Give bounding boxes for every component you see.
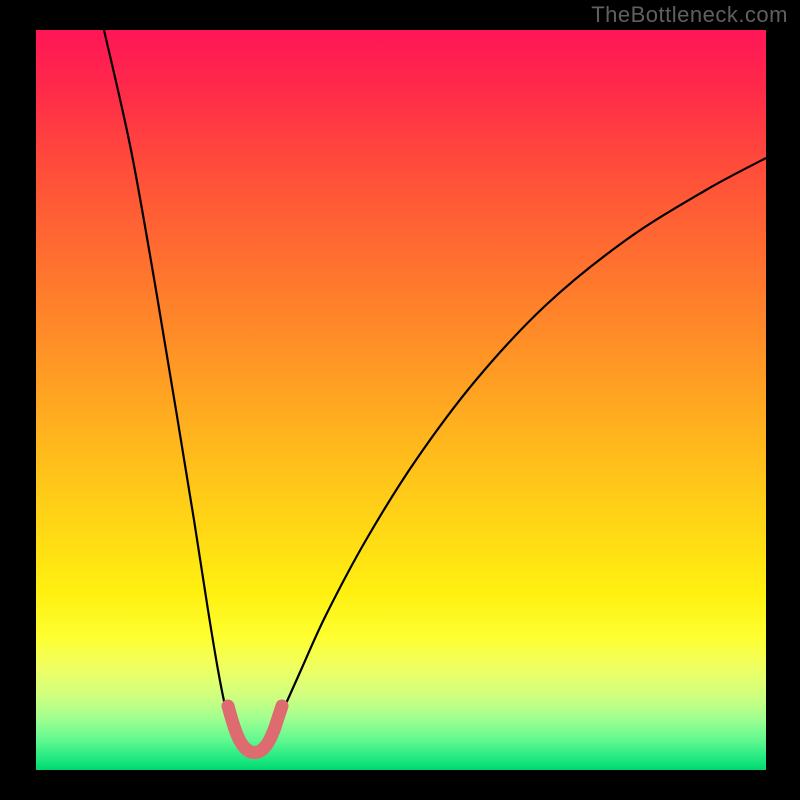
plot-area [36,30,766,770]
chart-svg [36,30,766,770]
watermark-text: TheBottleneck.com [591,2,788,28]
gradient-background [36,30,766,770]
